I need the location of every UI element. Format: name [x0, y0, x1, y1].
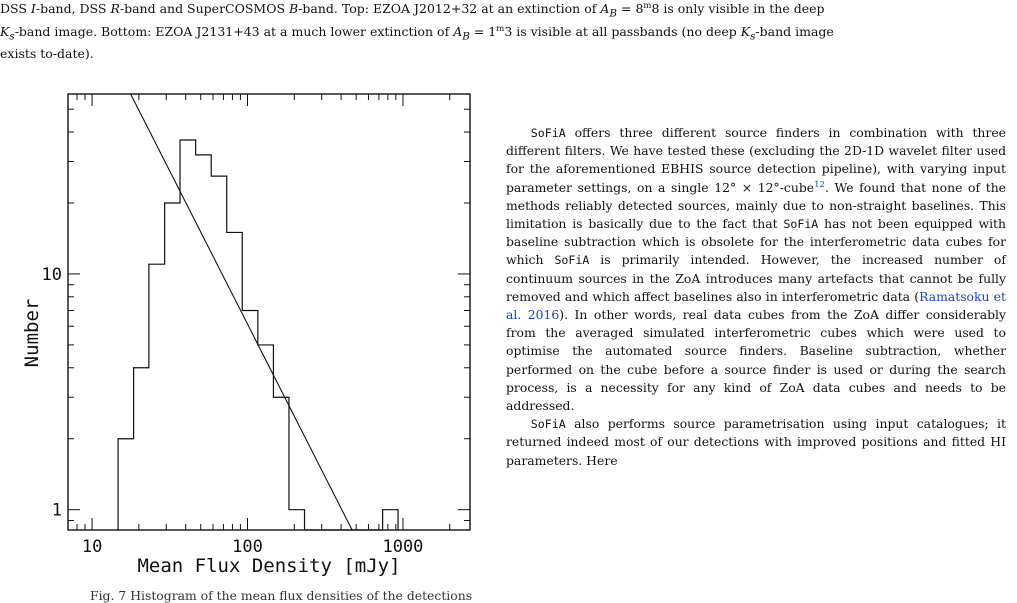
figure-caption-top: DSS I-band, DSS R-band and SuperCOSMOS B… [0, 0, 1017, 63]
x-tick-label: 1000 [382, 537, 423, 557]
paragraph-2: SoFiA also performs source parametrisati… [506, 416, 1006, 468]
figure-caption-bottom: Fig. 7 Histogram of the mean flux densit… [90, 588, 473, 603]
caption-line-2: Ks-band image. Bottom: EZOA J2131+43 at … [0, 23, 834, 43]
caption-line-3: exists to-date). [0, 46, 94, 61]
footnote-12-link[interactable]: 12 [814, 179, 825, 190]
histogram-figure: 10 100 1000 1 10 Mean Flux Density [mJy] Num… [0, 90, 480, 599]
histogram-chart: 10 100 1000 1 10 Mean Flux Density [mJy] Num… [21, 93, 471, 577]
histogram-steps [117, 139, 399, 531]
citation-ramatsoku-2016[interactable]: Ramatsoku et al. 2016 [506, 288, 1006, 323]
y-tick-label: 10 [42, 265, 62, 285]
power-law-fit-line [130, 93, 353, 531]
y-tick-label: 1 [52, 501, 62, 521]
plot-frame [67, 93, 471, 531]
x-tick-label: 10 [82, 537, 102, 557]
body-text-column: SoFiA offers three different source find… [506, 124, 1006, 470]
x-axis-label: Mean Flux Density [mJy] [137, 555, 400, 577]
x-tick-label: 100 [232, 537, 263, 557]
y-axis-label: Number [21, 299, 43, 368]
caption-line-1: DSS I-band, DSS R-band and SuperCOSMOS B… [0, 0, 825, 20]
paragraph-1: SoFiA offers three different source find… [506, 125, 1007, 414]
